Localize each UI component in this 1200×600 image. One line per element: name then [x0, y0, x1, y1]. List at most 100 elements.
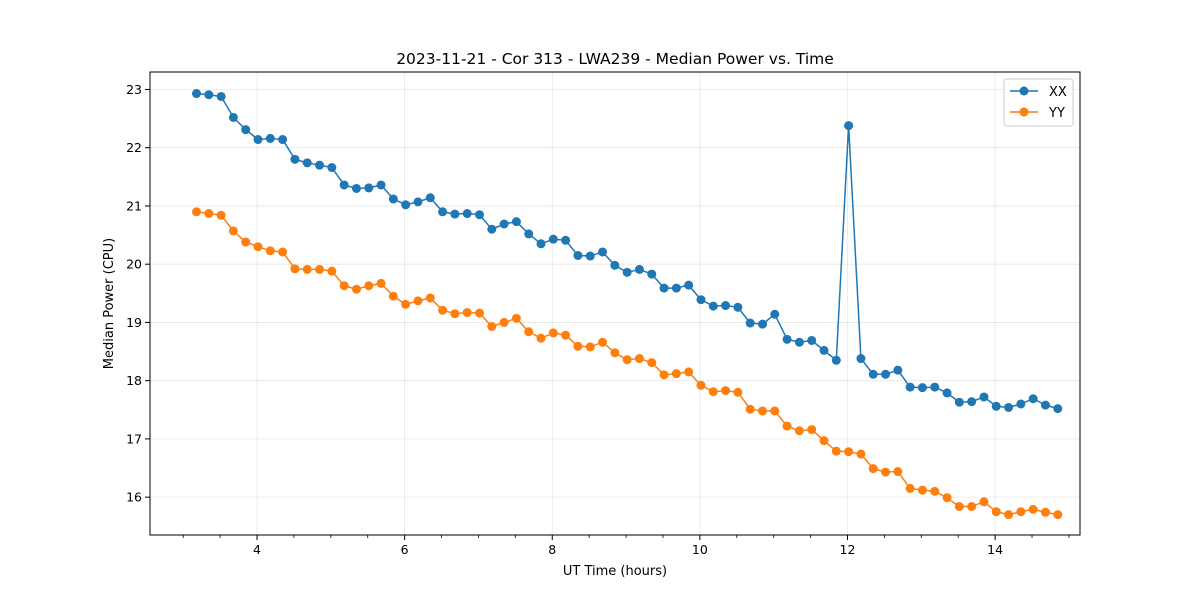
data-point-yy: [967, 501, 977, 511]
legend-marker-xx: [1019, 86, 1029, 96]
data-point-yy: [315, 264, 325, 274]
data-point-xx: [561, 235, 571, 245]
data-point-yy: [438, 305, 448, 315]
data-point-yy: [1053, 510, 1063, 520]
data-point-yy: [401, 299, 411, 309]
data-point-yy: [573, 341, 583, 351]
data-point-xx: [327, 163, 337, 173]
data-point-xx: [733, 302, 743, 312]
data-point-yy: [856, 449, 866, 459]
legend-label-xx: XX: [1049, 85, 1067, 100]
axis-layer: 4 6 8 10 12 14 16 17 18 19 20 21 22 23: [126, 82, 1070, 557]
data-point-xx: [536, 239, 546, 249]
data-point-yy: [721, 386, 731, 396]
data-point-yy: [708, 387, 718, 397]
data-point-yy: [339, 281, 349, 291]
data-point-yy: [659, 370, 669, 380]
data-point-xx: [438, 207, 448, 217]
data-point-yy: [991, 507, 1001, 517]
data-point-xx: [794, 337, 804, 347]
data-point-yy: [241, 237, 251, 247]
data-point-yy: [327, 266, 337, 276]
data-point-yy: [253, 242, 263, 252]
data-point-xx: [499, 219, 509, 229]
data-point-yy: [733, 387, 743, 397]
legend: XX YY: [1003, 78, 1074, 127]
data-point-yy: [499, 317, 509, 327]
data-point-xx: [770, 309, 780, 319]
data-point-xx: [1016, 399, 1026, 409]
data-point-xx: [413, 197, 423, 207]
data-point-yy: [462, 308, 472, 318]
data-point-yy: [548, 328, 558, 338]
data-point-xx: [954, 397, 964, 407]
data-point-xx: [905, 382, 915, 392]
data-point-yy: [831, 446, 841, 456]
data-point-yy: [696, 380, 706, 390]
data-point-yy: [917, 485, 927, 495]
data-point-yy: [819, 436, 829, 446]
chart-title: 2023-11-21 - Cor 313 - LWA239 - Median P…: [396, 50, 834, 68]
data-point-xx: [364, 183, 374, 193]
data-point-yy: [881, 467, 891, 477]
data-point-xx: [487, 224, 497, 234]
data-point-xx: [807, 335, 817, 345]
data-point-xx: [979, 392, 989, 402]
data-point-yy: [265, 246, 275, 256]
y-axis-label: Median Power (CPU): [102, 238, 117, 369]
data-point-xx: [351, 183, 361, 193]
data-point-yy: [450, 309, 460, 319]
x-tick-label: 4: [253, 542, 261, 557]
data-point-xx: [302, 158, 312, 168]
x-axis-label: UT Time (hours): [563, 564, 667, 579]
data-point-xx: [573, 250, 583, 260]
data-point-xx: [1040, 400, 1050, 410]
x-tick-label: 8: [548, 542, 556, 557]
data-point-yy: [474, 308, 484, 318]
data-point-xx: [1028, 394, 1038, 404]
data-point-xx: [265, 133, 275, 143]
data-point-yy: [954, 501, 964, 511]
data-point-xx: [991, 401, 1001, 411]
data-point-yy: [905, 483, 915, 493]
data-point-yy: [622, 355, 632, 365]
data-point-yy: [302, 264, 312, 274]
x-tick-label: 6: [401, 542, 409, 557]
data-point-yy: [351, 284, 361, 294]
data-point-xx: [967, 397, 977, 407]
data-point-xx: [671, 283, 681, 293]
data-point-yy: [290, 264, 300, 274]
data-point-yy: [807, 425, 817, 435]
data-point-xx: [831, 355, 841, 365]
y-tick-label: 16: [126, 490, 142, 505]
data-point-yy: [684, 367, 694, 377]
data-point-xx: [511, 217, 521, 227]
data-point-xx: [278, 135, 288, 145]
data-point-xx: [844, 121, 854, 131]
data-point-yy: [1040, 507, 1050, 517]
data-point-xx: [339, 180, 349, 190]
data-point-yy: [1004, 510, 1014, 520]
data-point-yy: [634, 354, 644, 364]
data-point-xx: [757, 319, 767, 329]
data-point-yy: [364, 281, 374, 291]
data-point-xx: [474, 210, 484, 220]
data-point-yy: [216, 210, 226, 220]
data-point-yy: [868, 464, 878, 474]
series-layer: [192, 89, 1063, 520]
y-tick-label: 20: [126, 257, 142, 272]
data-point-xx: [192, 89, 201, 99]
data-point-yy: [376, 278, 386, 288]
data-point-yy: [930, 486, 940, 496]
data-point-xx: [290, 154, 300, 164]
data-point-yy: [413, 296, 423, 306]
plot-frame: [149, 71, 1081, 536]
data-point-xx: [401, 200, 411, 210]
data-point-yy: [204, 209, 214, 219]
data-point-xx: [930, 382, 940, 392]
data-point-xx: [1053, 404, 1063, 414]
data-point-yy: [610, 348, 620, 358]
data-point-yy: [770, 406, 780, 416]
data-point-xx: [241, 125, 251, 135]
